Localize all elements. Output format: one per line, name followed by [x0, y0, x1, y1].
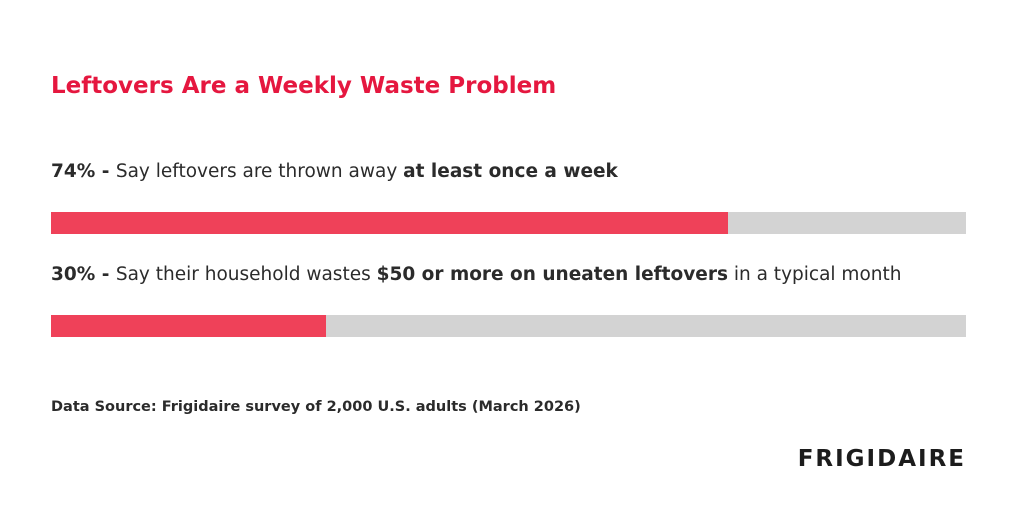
value-label: 74% [51, 161, 96, 182]
label-text: - [95, 264, 116, 285]
bar-track [51, 212, 966, 234]
label-text: at least once a week [403, 161, 618, 182]
label-text: Say their household wastes [115, 264, 377, 285]
value-label: 30% [51, 264, 96, 285]
bar-label: 74% - Say leftovers are thrown away at l… [51, 161, 618, 182]
label-text: Say leftovers are thrown away [115, 161, 404, 182]
brand-logo: FRIGIDAIRE [797, 446, 966, 472]
bar-label: 30% - Say their household wastes $50 or … [51, 264, 901, 285]
chart-title: Leftovers Are a Weekly Waste Problem [51, 73, 557, 99]
bar [51, 315, 326, 337]
source-note: Data Source: Frigidaire survey of 2,000 … [51, 399, 581, 415]
bar [51, 212, 729, 234]
label-text: - [95, 161, 116, 182]
label-text: in a typical month [727, 264, 902, 285]
bar-track [51, 315, 966, 337]
label-text: $50 or more on uneaten leftovers [376, 264, 728, 285]
